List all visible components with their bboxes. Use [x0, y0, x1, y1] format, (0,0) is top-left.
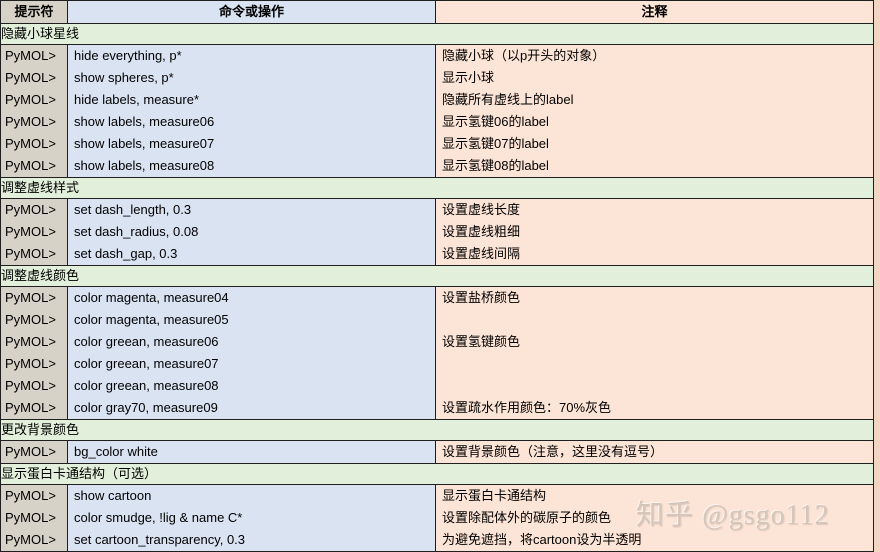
table-row: PyMOL> color magenta, measure04 设置盐桥颜色 [1, 287, 873, 309]
table-row: PyMOL> color gray70, measure09 设置疏水作用颜色：70… [1, 397, 873, 419]
command-cell: color gray70, measure09 [67, 397, 435, 419]
table-body: 隐藏小球星线 PyMOL> hide everything, p* 隐藏小球（以p开头… [1, 23, 873, 551]
prompt-cell: PyMOL> [1, 287, 67, 309]
command-cell: set dash_gap, 0.3 [67, 243, 435, 265]
comment-cell: 隐藏所有虚线上的label [435, 89, 873, 111]
prompt-cell: PyMOL> [1, 375, 67, 397]
table-row: PyMOL> show labels, measure07 显示氢键07的label [1, 133, 873, 155]
prompt-cell: PyMOL> [1, 89, 67, 111]
prompt-cell: PyMOL> [1, 485, 67, 507]
command-cell: color greean, measure08 [67, 375, 435, 397]
table-row: PyMOL> set dash_gap, 0.3 设置虚线间隔 [1, 243, 873, 265]
command-cell: hide labels, measure* [67, 89, 435, 111]
command-cell: set cartoon_transparency, 0.3 [67, 529, 435, 551]
command-cell: color greean, measure06 [67, 331, 435, 353]
column-header-comment: 注释 [435, 1, 873, 23]
table-row: PyMOL> set cartoon_transparency, 0.3 为避免遮挡… [1, 529, 873, 551]
table-row: PyMOL> color greean, measure06 设置氢键颜色 [1, 331, 873, 353]
prompt-cell: PyMOL> [1, 309, 67, 331]
comment-cell: 设置盐桥颜色 [435, 287, 873, 309]
comment-cell: 显示氢键07的label [435, 133, 873, 155]
comment-cell: 隐藏小球（以p开头的对象） [435, 45, 873, 67]
column-header-command: 命令或操作 [67, 1, 435, 23]
comment-cell: 设置背景颜色（注意，这里没有逗号） [435, 441, 873, 463]
table-header-row: 提示符 命令或操作 注释 [1, 1, 873, 23]
table-row: PyMOL> show cartoon 显示蛋白卡通结构 [1, 485, 873, 507]
table-row: PyMOL> set dash_radius, 0.08 设置虚线粗细 [1, 221, 873, 243]
table-row: PyMOL> color magenta, measure05 [1, 309, 873, 331]
prompt-cell: PyMOL> [1, 331, 67, 353]
prompt-cell: PyMOL> [1, 221, 67, 243]
prompt-cell: PyMOL> [1, 111, 67, 133]
table-row: PyMOL> color greean, measure08 [1, 375, 873, 397]
table-row: PyMOL> color smudge, !lig & name C* 设置除配体外… [1, 507, 873, 529]
command-cell: hide everything, p* [67, 45, 435, 67]
table-row: PyMOL> show labels, measure08 显示氢键08的label [1, 155, 873, 177]
comment-cell: 设置疏水作用颜色：70%灰色 [435, 397, 873, 419]
comment-cell: 显示氢键08的label [435, 155, 873, 177]
prompt-cell: PyMOL> [1, 397, 67, 419]
section-header-row: 调整虚线颜色 [1, 265, 873, 287]
comment-cell: 设置虚线长度 [435, 199, 873, 221]
comment-cell: 设置除配体外的碳原子的颜色 [435, 507, 873, 529]
prompt-cell: PyMOL> [1, 243, 67, 265]
command-cell: color magenta, measure04 [67, 287, 435, 309]
command-cell: color greean, measure07 [67, 353, 435, 375]
prompt-cell: PyMOL> [1, 441, 67, 463]
command-cell: show labels, measure08 [67, 155, 435, 177]
prompt-cell: PyMOL> [1, 353, 67, 375]
section-header-row: 更改背景颜色 [1, 419, 873, 441]
table-row: PyMOL> hide labels, measure* 隐藏所有虚线上的label [1, 89, 873, 111]
command-cell: show spheres, p* [67, 67, 435, 89]
table-row: PyMOL> show spheres, p* 显示小球 [1, 67, 873, 89]
prompt-cell: PyMOL> [1, 45, 67, 67]
section-header-row: 隐藏小球星线 [1, 23, 873, 45]
comment-cell: 设置虚线间隔 [435, 243, 873, 265]
table-row: PyMOL> color greean, measure07 [1, 353, 873, 375]
prompt-cell: PyMOL> [1, 67, 67, 89]
comment-cell [435, 309, 873, 331]
prompt-cell: PyMOL> [1, 133, 67, 155]
command-cell: bg_color white [67, 441, 435, 463]
comment-cell: 显示氢键06的label [435, 111, 873, 133]
table-row: PyMOL> hide everything, p* 隐藏小球（以p开头的对象） [1, 45, 873, 67]
prompt-cell: PyMOL> [1, 199, 67, 221]
column-header-prompt: 提示符 [1, 1, 67, 23]
comment-cell [435, 375, 873, 397]
section-header-row: 调整虚线样式 [1, 177, 873, 199]
prompt-cell: PyMOL> [1, 507, 67, 529]
table-row: PyMOL> show labels, measure06 显示氢键06的label [1, 111, 873, 133]
comment-cell: 显示小球 [435, 67, 873, 89]
prompt-cell: PyMOL> [1, 529, 67, 551]
prompt-cell: PyMOL> [1, 155, 67, 177]
command-cell: color magenta, measure05 [67, 309, 435, 331]
section-header-row: 显示蛋白卡通结构（可选） [1, 463, 873, 485]
command-cell: color smudge, !lig & name C* [67, 507, 435, 529]
comment-cell: 设置氢键颜色 [435, 331, 873, 353]
command-cell: set dash_radius, 0.08 [67, 221, 435, 243]
table-row: PyMOL> set dash_length, 0.3 设置虚线长度 [1, 199, 873, 221]
command-cell: show cartoon [67, 485, 435, 507]
command-cell: show labels, measure07 [67, 133, 435, 155]
comment-cell [435, 353, 873, 375]
command-cell: set dash_length, 0.3 [67, 199, 435, 221]
table-row: PyMOL> bg_color white 设置背景颜色（注意，这里没有逗号） [1, 441, 873, 463]
comment-cell: 设置虚线粗细 [435, 221, 873, 243]
comment-cell: 为避免遮挡，将cartoon设为半透明 [435, 529, 873, 551]
command-cell: show labels, measure06 [67, 111, 435, 133]
comment-cell: 显示蛋白卡通结构 [435, 485, 873, 507]
